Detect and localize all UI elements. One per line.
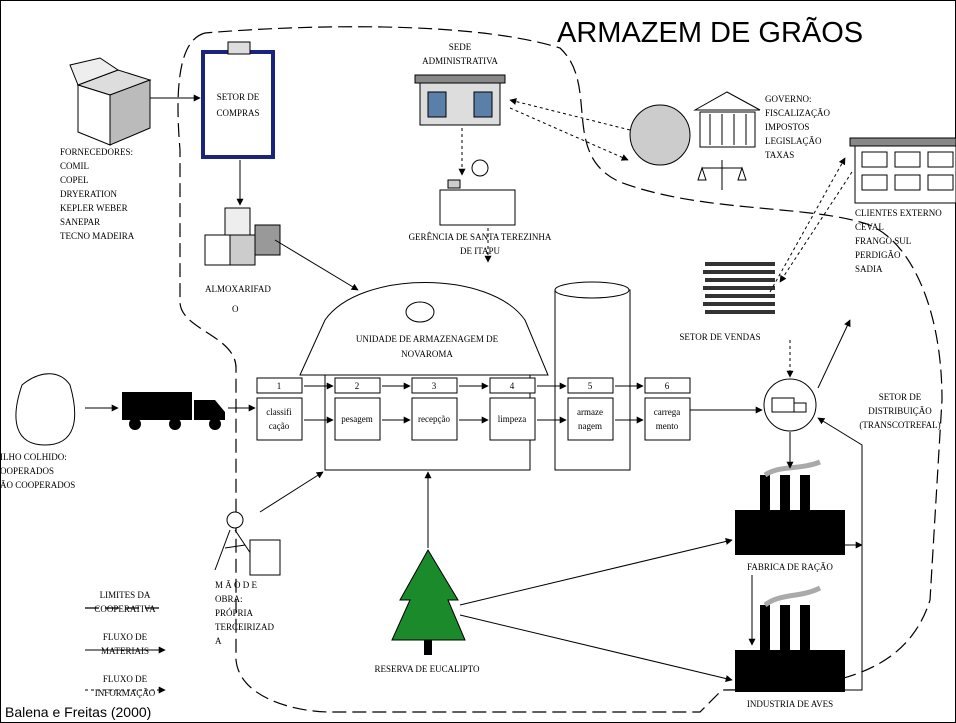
almoxarifado-label: ALMOXARIFAD bbox=[205, 284, 271, 294]
sack-icon bbox=[16, 374, 75, 445]
step-label: nagem bbox=[578, 421, 602, 431]
setor-vendas-label: SETOR DE VENDAS bbox=[679, 332, 760, 342]
fornecedores-label: TECNO MADEIRA bbox=[60, 231, 135, 241]
fornecedores-label: COMIL bbox=[60, 161, 89, 171]
setor-compras-label: SETOR DE bbox=[217, 92, 260, 102]
fornecedores-label: COPEL bbox=[60, 175, 89, 185]
milho-label: OOPERADOS bbox=[0, 466, 54, 476]
milho-label: ÃO COOPERADOS bbox=[0, 480, 75, 490]
legend-label: COOPERATIVA bbox=[94, 604, 156, 614]
building-icon bbox=[415, 75, 505, 125]
milho-label: ILHO COLHIDO: bbox=[0, 452, 67, 462]
reserva-label: RESERVA DE EUCALIPTO bbox=[375, 664, 480, 674]
step-label: mento bbox=[656, 421, 679, 431]
step-box bbox=[568, 398, 613, 440]
mao-de-obra-label: A bbox=[215, 636, 222, 646]
diagram: 1 classifi cação 2 pesagem 3 recepção 4 limpeza 5… bbox=[0, 0, 956, 723]
step-label: pesagem bbox=[341, 414, 373, 424]
governo-label: FISCALIZAÇÃO bbox=[765, 108, 831, 118]
mao-de-obra-label: M Ã O D E bbox=[215, 580, 258, 590]
distribuicao-label: (TRANSCOTREFAL) bbox=[859, 420, 940, 430]
legend-label: LIMITES DA bbox=[100, 590, 151, 600]
legend-label: INFORMAÇÃO bbox=[95, 688, 156, 698]
step-label: recepção bbox=[418, 414, 450, 424]
source: Balena e Freitas (2000) bbox=[5, 704, 151, 720]
legend-label: FLUXO DE bbox=[103, 674, 148, 684]
setor-compras-label: COMPRAS bbox=[216, 108, 259, 118]
sede-label: SEDE bbox=[449, 42, 472, 52]
clientes-label: CEVAL bbox=[855, 222, 884, 232]
fornecedores-label: FORNECEDORES: bbox=[60, 147, 133, 157]
governo-label: GOVERNO: bbox=[765, 94, 812, 104]
warehouse bbox=[300, 282, 630, 470]
mao-de-obra-label: PRÓPRIA bbox=[215, 608, 254, 618]
step-label: limpeza bbox=[498, 414, 527, 424]
governo-label: TAXAS bbox=[765, 150, 794, 160]
step-label: cação bbox=[269, 421, 290, 431]
almoxarifado-label: O bbox=[232, 304, 239, 314]
clientes-label: FRANGO SUL bbox=[855, 236, 911, 246]
gerencia-label: DE ITAPU bbox=[460, 246, 501, 256]
distribuicao-label: DISTRIBUIÇÃO bbox=[868, 406, 932, 416]
fornecedores-label: KEPLER WEBER bbox=[60, 203, 128, 213]
step-number: 2 bbox=[355, 381, 360, 391]
fornecedores-label: DRYERATION bbox=[60, 189, 118, 199]
step-label: classifi bbox=[266, 407, 292, 417]
unidade-label: UNIDADE DE ARMAZENAGEM DE bbox=[356, 334, 499, 344]
clients-building bbox=[850, 138, 956, 203]
step-number: 1 bbox=[277, 381, 282, 391]
step-label: armaze bbox=[577, 407, 603, 417]
fornecedores-label: SANEPAR bbox=[60, 217, 100, 227]
gerencia-label: GERÊNCIA DE SANTA TEREZINHA bbox=[409, 232, 552, 242]
unidade-label: NOVAROMA bbox=[401, 349, 453, 359]
step-number: 4 bbox=[510, 381, 515, 391]
fabrica-racao-label: FABRICA DE RAÇÃO bbox=[747, 562, 833, 572]
distribution-icon bbox=[764, 379, 816, 431]
clientes-label: CLIENTES EXTERNO bbox=[855, 208, 942, 218]
step-number: 3 bbox=[432, 381, 437, 391]
governo-label: IMPOSTOS bbox=[765, 122, 809, 132]
step-box bbox=[257, 398, 302, 440]
industria-aves-label: INDUSTRIA DE AVES bbox=[747, 699, 833, 709]
legend-label: MATERIAIS bbox=[101, 646, 149, 656]
mao-de-obra-label: OBRA: bbox=[215, 594, 243, 604]
distribuicao-label: SETOR DE bbox=[879, 392, 922, 402]
step-label: carrega bbox=[654, 407, 680, 417]
governo-label: LEGISLAÇÃO bbox=[765, 136, 822, 146]
legend-label: FLUXO DE bbox=[103, 632, 148, 642]
step-box bbox=[645, 398, 690, 440]
mao-de-obra-label: TERCEIRIZAD bbox=[215, 622, 274, 632]
clientes-label: SADIA bbox=[855, 264, 883, 274]
coin-icon bbox=[630, 105, 690, 165]
step-number: 6 bbox=[665, 381, 670, 391]
sede-label: ADMINISTRATIVA bbox=[422, 56, 498, 66]
step-number: 5 bbox=[588, 381, 593, 391]
title: ARMAZEM DE GRÃOS bbox=[557, 15, 863, 49]
clientes-label: PERDIGÃO bbox=[855, 250, 901, 260]
